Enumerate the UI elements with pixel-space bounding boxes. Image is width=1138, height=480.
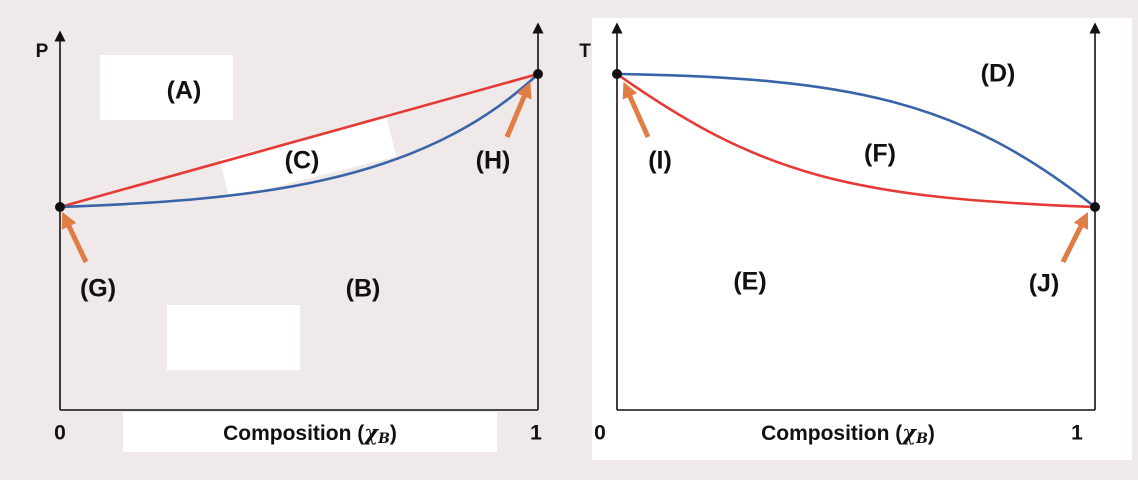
x-label-text: Composition ( (223, 422, 364, 445)
region-label: (D) (981, 60, 1016, 88)
x-label-close: ) (928, 422, 935, 445)
point (55, 202, 65, 212)
point (533, 69, 543, 79)
arrow (1060, 211, 1089, 264)
x-tick-label: 0 (54, 422, 66, 445)
x-tick-label: 1 (530, 422, 542, 445)
blank-box (662, 412, 1035, 452)
point-label: (J) (1029, 270, 1060, 298)
blank-box (167, 305, 300, 370)
x-tick-label: 0 (594, 422, 606, 445)
x-label-subscript: B (915, 431, 928, 447)
arrow (622, 81, 651, 139)
x-label: Composition (χB) (223, 420, 397, 448)
x-label-subscript: B (377, 431, 390, 447)
point (1090, 202, 1100, 212)
blank-box (100, 55, 233, 120)
x-tick-label: 1 (1071, 422, 1083, 445)
region-label: (B) (346, 275, 381, 303)
x-label-text: Composition ( (761, 422, 902, 445)
x-label-close: ) (390, 422, 397, 445)
region-label: (C) (285, 147, 320, 175)
point (612, 69, 622, 79)
left-panel: P (A) (B) (C) (G) (H) 0 1 Composition (χ… (36, 22, 544, 452)
x-label-symbol: χ (362, 420, 379, 445)
blue-curve (616, 72, 1096, 209)
region-label: (E) (733, 268, 766, 296)
arrow (61, 211, 89, 264)
panel-background (592, 18, 1132, 460)
region-label: (A) (167, 77, 202, 105)
red-curve (616, 72, 1096, 209)
blank-box (219, 117, 397, 199)
y-label: P (36, 41, 49, 62)
point-label: (G) (80, 275, 116, 303)
blank-box (123, 412, 497, 452)
x-label-symbol: χ (900, 420, 917, 445)
region-label: (F) (864, 140, 896, 168)
point-label: (H) (476, 147, 511, 175)
y-label: T (579, 41, 591, 62)
x-label: Composition (χB) (761, 420, 935, 448)
point-label: (I) (648, 147, 672, 175)
red-curve (59, 72, 539, 209)
arrow (504, 81, 532, 138)
right-panel: T (D) (E) (F) (I) (J) 0 1 Composition (χ… (579, 18, 1132, 460)
blue-curve (59, 73, 539, 209)
